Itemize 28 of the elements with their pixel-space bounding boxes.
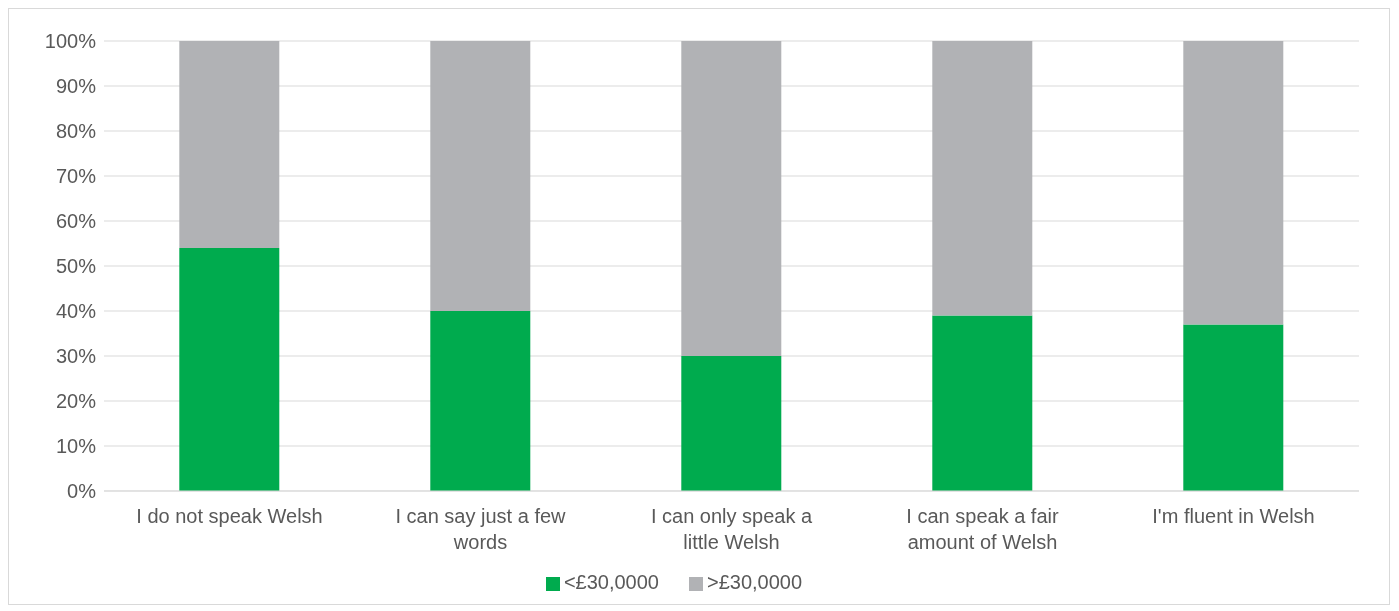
x-tick-label: I can speak a fair amount of Welsh bbox=[906, 505, 1059, 553]
y-tick-label: 50% bbox=[55, 255, 97, 278]
y-tick-label: 10% bbox=[55, 435, 97, 458]
y-tick-label: 0% bbox=[67, 480, 97, 503]
x-tick-label: I can only speak a little Welsh bbox=[650, 505, 813, 553]
bar bbox=[932, 41, 1033, 316]
bar bbox=[932, 315, 1033, 491]
bar bbox=[179, 248, 280, 491]
y-tick-label: 30% bbox=[55, 345, 97, 368]
x-tick-label: I can say just a few words bbox=[395, 505, 567, 553]
bar bbox=[681, 41, 782, 356]
y-tick-label: 100% bbox=[44, 30, 97, 53]
legend-label: <£30,0000 bbox=[563, 571, 659, 593]
y-tick-label: 90% bbox=[55, 75, 97, 98]
bar bbox=[430, 41, 531, 311]
bar bbox=[430, 311, 531, 491]
legend-label: >£30,0000 bbox=[707, 571, 803, 593]
y-tick-label: 80% bbox=[55, 120, 97, 143]
y-tick-label: 20% bbox=[55, 390, 97, 413]
bar bbox=[1183, 41, 1284, 325]
bar bbox=[1183, 324, 1284, 491]
y-tick-label: 70% bbox=[55, 165, 97, 188]
bar bbox=[681, 356, 782, 491]
y-tick-label: 40% bbox=[55, 300, 97, 323]
bar bbox=[179, 41, 280, 248]
x-tick-label: I'm fluent in Welsh bbox=[1152, 505, 1315, 527]
y-tick-label: 60% bbox=[55, 210, 97, 233]
x-tick-label: I do not speak Welsh bbox=[136, 505, 323, 527]
